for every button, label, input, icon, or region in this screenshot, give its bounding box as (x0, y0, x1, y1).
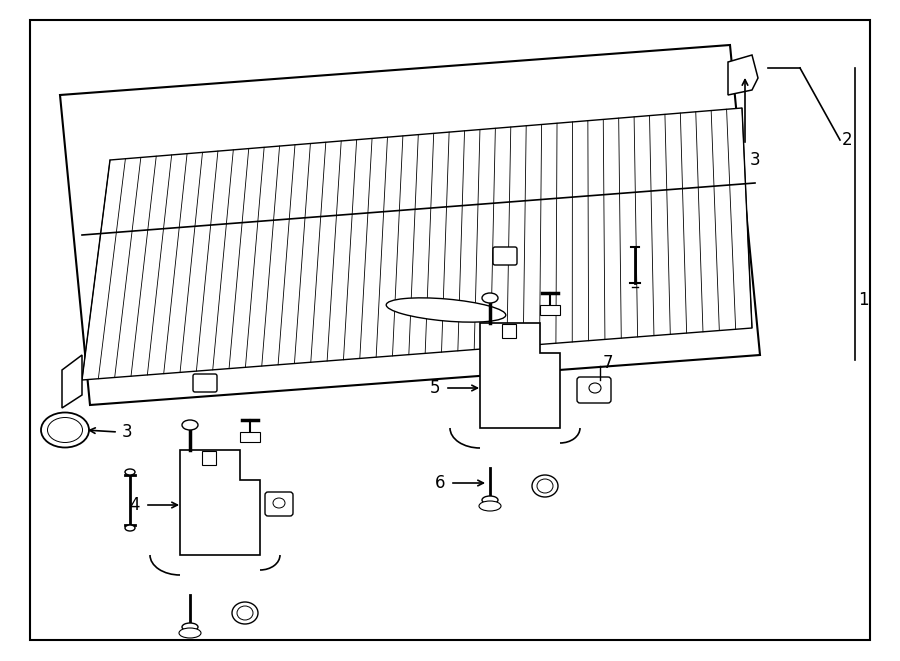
Ellipse shape (237, 606, 253, 620)
Ellipse shape (386, 298, 506, 322)
Bar (540, 305, 560, 315)
Ellipse shape (41, 412, 89, 447)
Ellipse shape (182, 420, 198, 430)
Bar (240, 432, 260, 442)
Ellipse shape (48, 418, 83, 442)
Polygon shape (480, 323, 560, 428)
Ellipse shape (232, 602, 258, 624)
Ellipse shape (273, 498, 285, 508)
Text: 4: 4 (130, 496, 140, 514)
Ellipse shape (179, 628, 201, 638)
Bar (502, 324, 516, 338)
Polygon shape (180, 450, 260, 555)
Text: 3: 3 (122, 423, 132, 441)
Text: 7: 7 (603, 354, 614, 372)
Text: 6: 6 (435, 474, 445, 492)
Bar (202, 451, 216, 465)
Ellipse shape (182, 623, 198, 631)
Ellipse shape (482, 496, 498, 504)
Polygon shape (60, 45, 760, 405)
FancyBboxPatch shape (493, 247, 517, 265)
Text: 5: 5 (429, 379, 440, 397)
FancyBboxPatch shape (577, 377, 611, 403)
Text: 1: 1 (858, 291, 868, 309)
Polygon shape (62, 355, 82, 408)
FancyBboxPatch shape (193, 374, 217, 392)
Ellipse shape (479, 501, 501, 511)
Text: 2: 2 (842, 131, 852, 149)
Ellipse shape (125, 469, 135, 475)
Ellipse shape (532, 475, 558, 497)
Ellipse shape (125, 525, 135, 531)
FancyBboxPatch shape (265, 492, 293, 516)
Ellipse shape (537, 479, 553, 493)
Text: 3: 3 (750, 151, 760, 169)
Ellipse shape (589, 383, 601, 393)
Polygon shape (728, 55, 758, 95)
Ellipse shape (482, 293, 498, 303)
Polygon shape (82, 108, 752, 380)
